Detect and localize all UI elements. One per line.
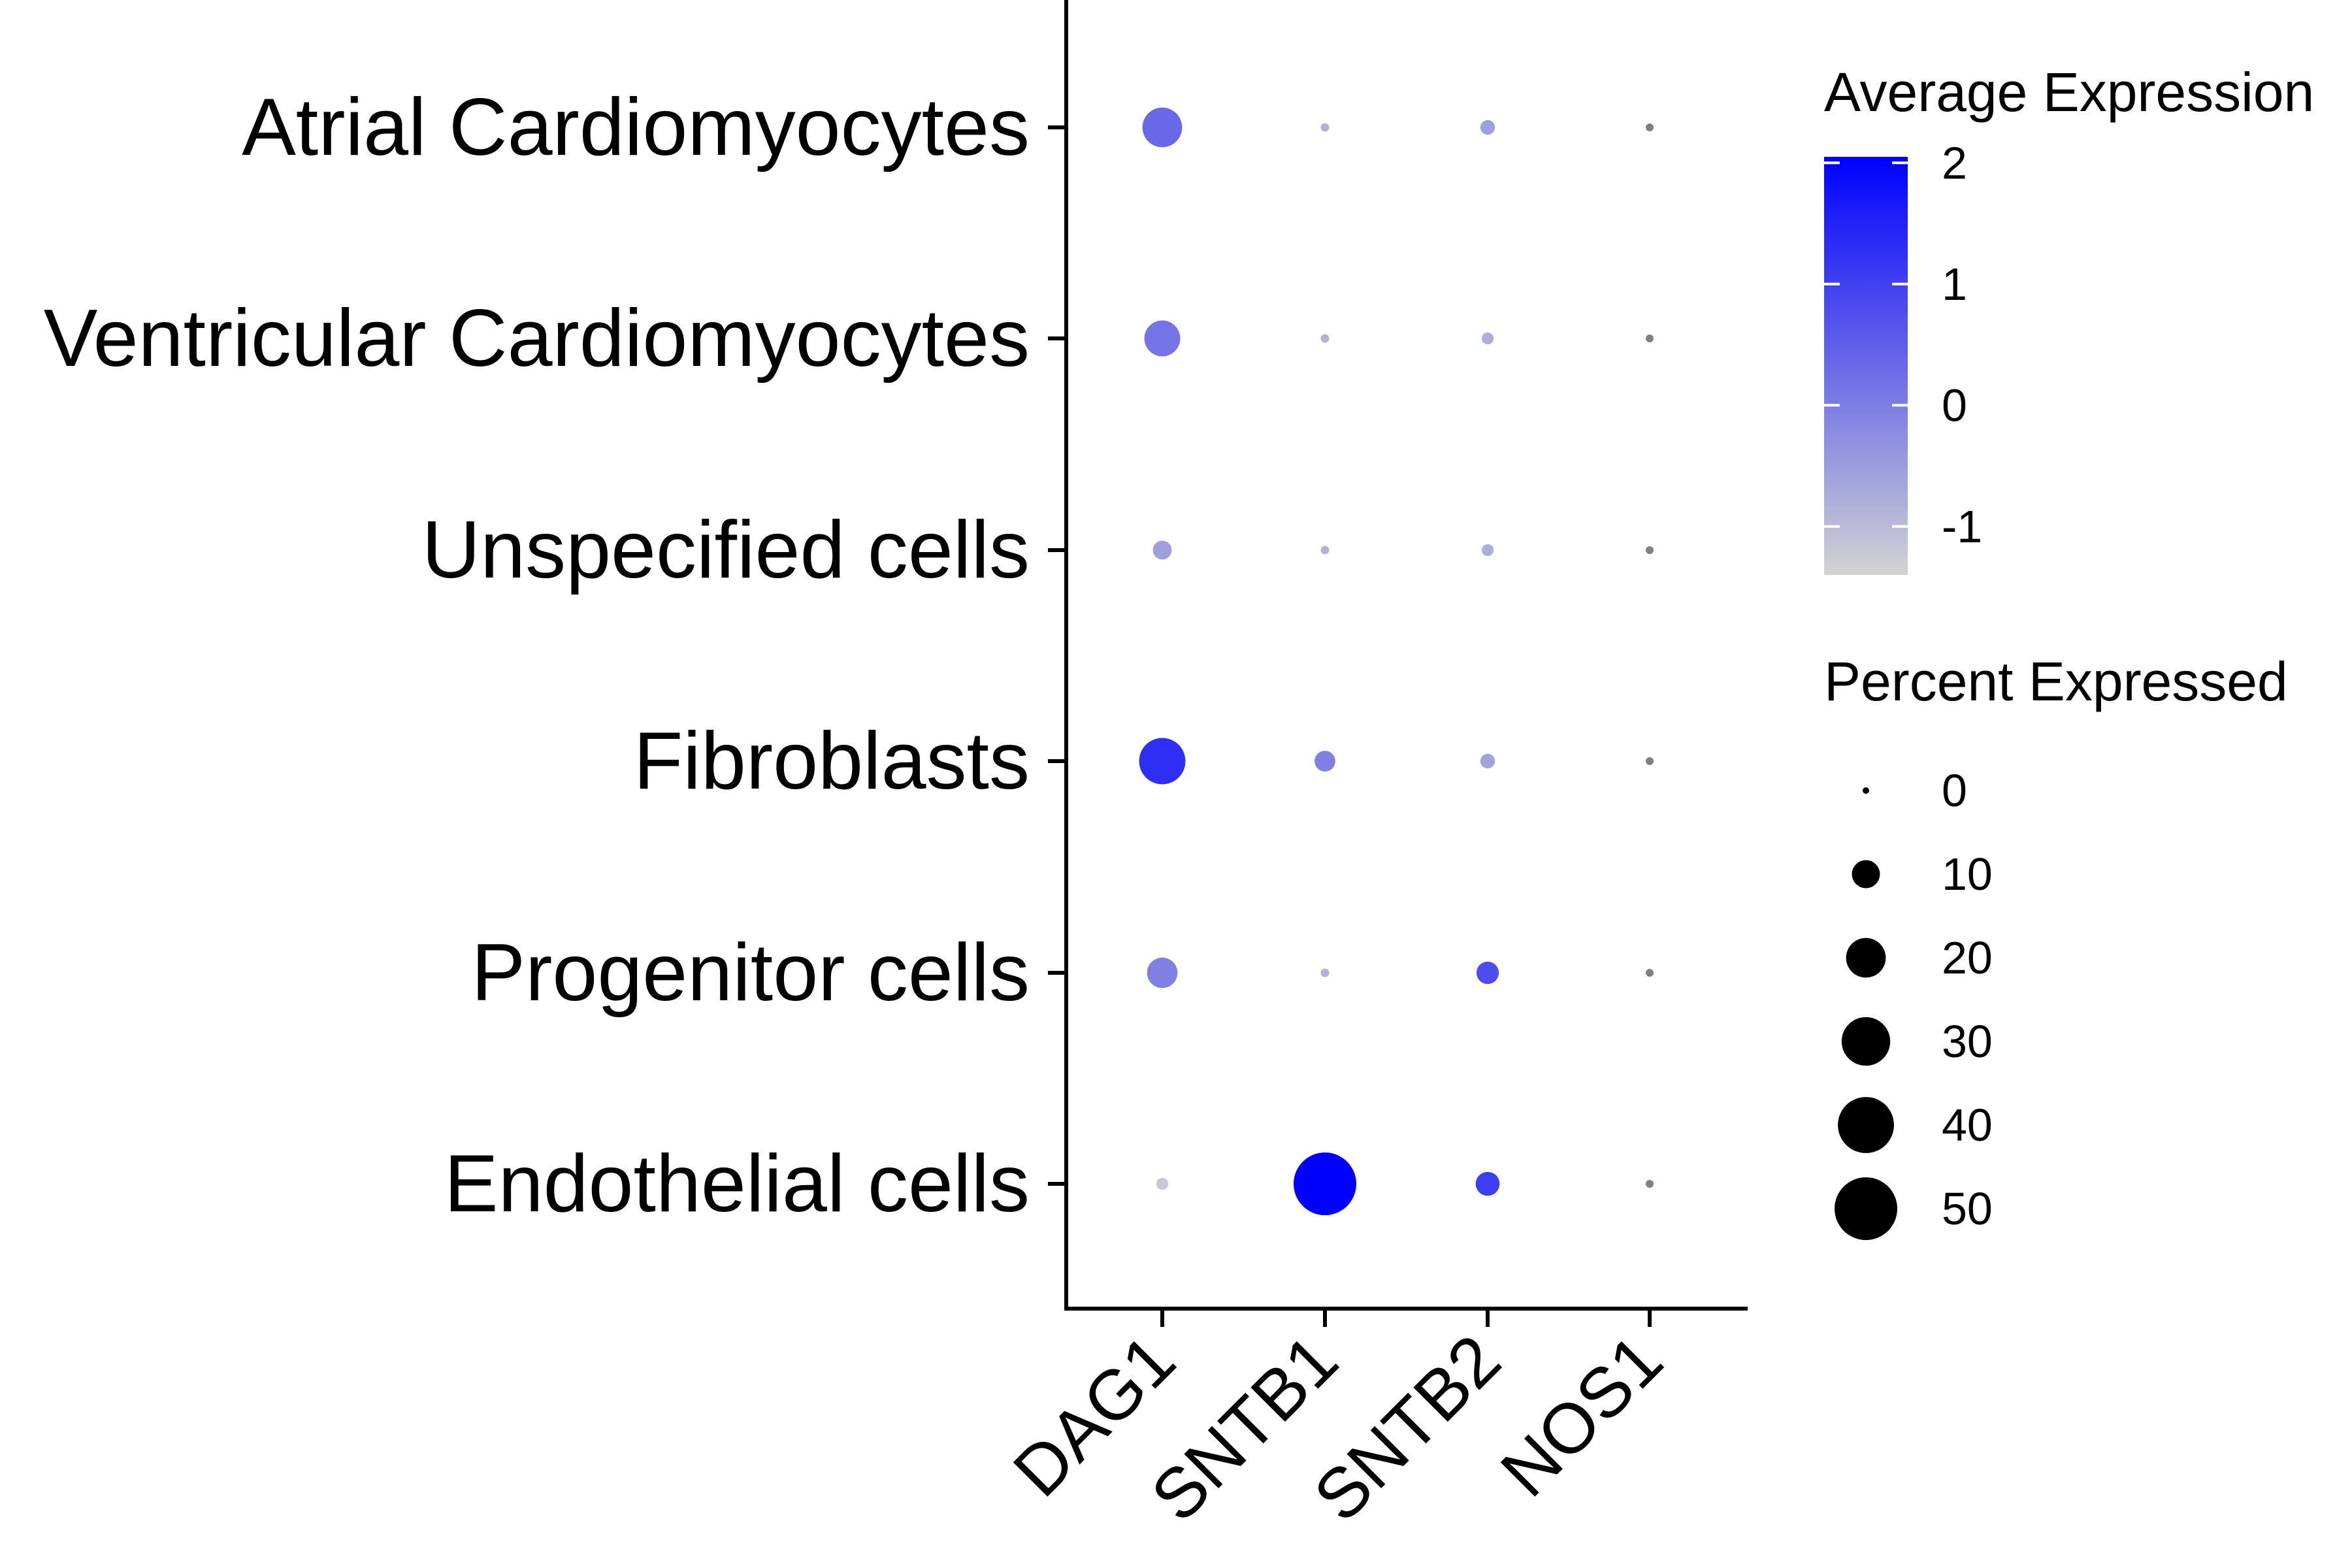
dot-sntb2 bbox=[1475, 1171, 1500, 1196]
size-key-dot bbox=[1838, 1097, 1894, 1153]
dot-dag1 bbox=[1139, 738, 1186, 785]
y-tick-label: Unspecified cells bbox=[422, 505, 1030, 595]
size-key-label: 50 bbox=[1942, 1183, 1993, 1234]
dot-sntb1 bbox=[1320, 334, 1330, 343]
x-tick-label: NOS1 bbox=[1486, 1320, 1678, 1512]
dot-sntb1 bbox=[1294, 1152, 1356, 1215]
color-bar bbox=[1824, 157, 1908, 575]
color-ticks: 2 1 0 -1 bbox=[1824, 137, 1982, 552]
y-ticks: Atrial Cardiomyocytes Ventricular Cardiom… bbox=[44, 82, 1066, 1229]
dot-dag1 bbox=[1144, 320, 1181, 357]
size-key-label: 20 bbox=[1942, 932, 1993, 983]
x-tick-label: SNTB2 bbox=[1299, 1320, 1516, 1537]
size-key-label: 40 bbox=[1942, 1100, 1993, 1151]
size-key-label: 0 bbox=[1942, 765, 1967, 816]
size-legend-title: Percent Expressed bbox=[1824, 651, 2288, 712]
dot-sntb2 bbox=[1476, 961, 1499, 985]
color-tick-label: -1 bbox=[1942, 501, 1982, 552]
dot-sntb1 bbox=[1320, 968, 1330, 977]
dot-nos1 bbox=[1646, 757, 1654, 765]
y-tick-label: Endothelial cells bbox=[444, 1139, 1030, 1229]
dot-nos1 bbox=[1646, 969, 1654, 977]
dot-dag1 bbox=[1147, 957, 1178, 988]
dots bbox=[1139, 107, 1654, 1215]
color-legend-title: Average Expression bbox=[1824, 61, 2314, 123]
color-legend: Average Expression 2 1 0 -1 bbox=[1824, 61, 2314, 575]
size-legend: Percent Expressed 0 10 20 30 40 50 bbox=[1824, 651, 2288, 1240]
dot-nos1 bbox=[1646, 335, 1654, 342]
size-key-dot bbox=[1863, 787, 1869, 794]
dot-dag1 bbox=[1142, 107, 1183, 148]
color-tick-label: 2 bbox=[1942, 137, 1967, 188]
dot-sntb2 bbox=[1481, 544, 1494, 557]
dot-sntb1 bbox=[1320, 123, 1330, 132]
dot-nos1 bbox=[1646, 123, 1654, 131]
size-key-label: 30 bbox=[1942, 1016, 1993, 1067]
dot-sntb2 bbox=[1481, 332, 1494, 345]
color-tick-label: 0 bbox=[1942, 380, 1967, 431]
y-tick-label: Atrial Cardiomyocytes bbox=[242, 82, 1030, 172]
dot-dag1 bbox=[1152, 540, 1172, 560]
y-tick-label: Ventricular Cardiomyocytes bbox=[44, 293, 1030, 384]
dot-nos1 bbox=[1646, 546, 1654, 554]
size-key-dot bbox=[1841, 1017, 1891, 1066]
dot-sntb2 bbox=[1480, 120, 1495, 135]
y-tick-label: Progenitor cells bbox=[471, 928, 1030, 1018]
size-key-dot bbox=[1852, 860, 1880, 889]
size-items: 0 10 20 30 40 50 bbox=[1835, 765, 1993, 1240]
plot-area: Atrial Cardiomyocytes Ventricular Cardiom… bbox=[44, 0, 1748, 1536]
x-tick-label: SNTB1 bbox=[1136, 1320, 1353, 1537]
size-key-label: 10 bbox=[1942, 849, 1993, 900]
dot-sntb2 bbox=[1480, 753, 1495, 769]
dot-dag1 bbox=[1156, 1177, 1169, 1190]
size-key-dot bbox=[1846, 938, 1886, 978]
y-tick-label: Fibroblasts bbox=[634, 716, 1030, 806]
dot-sntb1 bbox=[1320, 546, 1330, 555]
color-tick-label: 1 bbox=[1942, 259, 1967, 310]
size-key-dot bbox=[1835, 1177, 1897, 1240]
dot-nos1 bbox=[1646, 1180, 1654, 1188]
dot-sntb1 bbox=[1315, 751, 1335, 772]
